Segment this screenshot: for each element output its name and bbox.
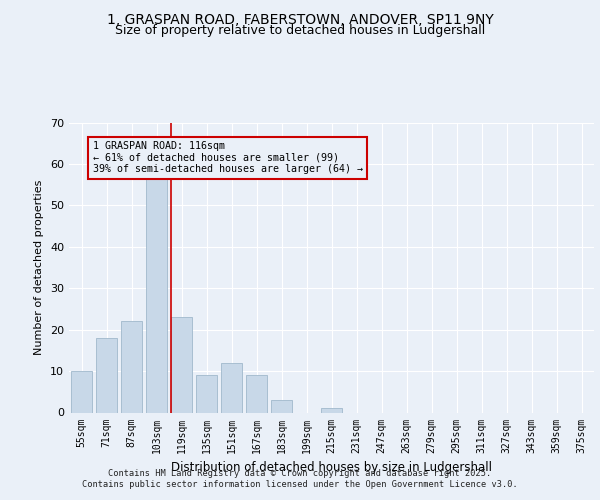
Bar xyxy=(171,317,192,412)
Bar xyxy=(96,338,117,412)
X-axis label: Distribution of detached houses by size in Ludgershall: Distribution of detached houses by size … xyxy=(171,461,492,474)
Bar xyxy=(196,375,217,412)
Text: Contains public sector information licensed under the Open Government Licence v3: Contains public sector information licen… xyxy=(82,480,518,489)
Text: 1 GRASPAN ROAD: 116sqm
← 61% of detached houses are smaller (99)
39% of semi-det: 1 GRASPAN ROAD: 116sqm ← 61% of detached… xyxy=(93,141,363,174)
Text: Size of property relative to detached houses in Ludgershall: Size of property relative to detached ho… xyxy=(115,24,485,37)
Bar xyxy=(221,363,242,412)
Y-axis label: Number of detached properties: Number of detached properties xyxy=(34,180,44,355)
Text: 1, GRASPAN ROAD, FABERSTOWN, ANDOVER, SP11 9NY: 1, GRASPAN ROAD, FABERSTOWN, ANDOVER, SP… xyxy=(107,12,493,26)
Bar xyxy=(246,375,267,412)
Text: Contains HM Land Registry data © Crown copyright and database right 2025.: Contains HM Land Registry data © Crown c… xyxy=(109,469,491,478)
Bar xyxy=(321,408,342,412)
Bar xyxy=(121,322,142,412)
Bar xyxy=(271,400,292,412)
Bar xyxy=(71,371,92,412)
Bar xyxy=(146,176,167,412)
